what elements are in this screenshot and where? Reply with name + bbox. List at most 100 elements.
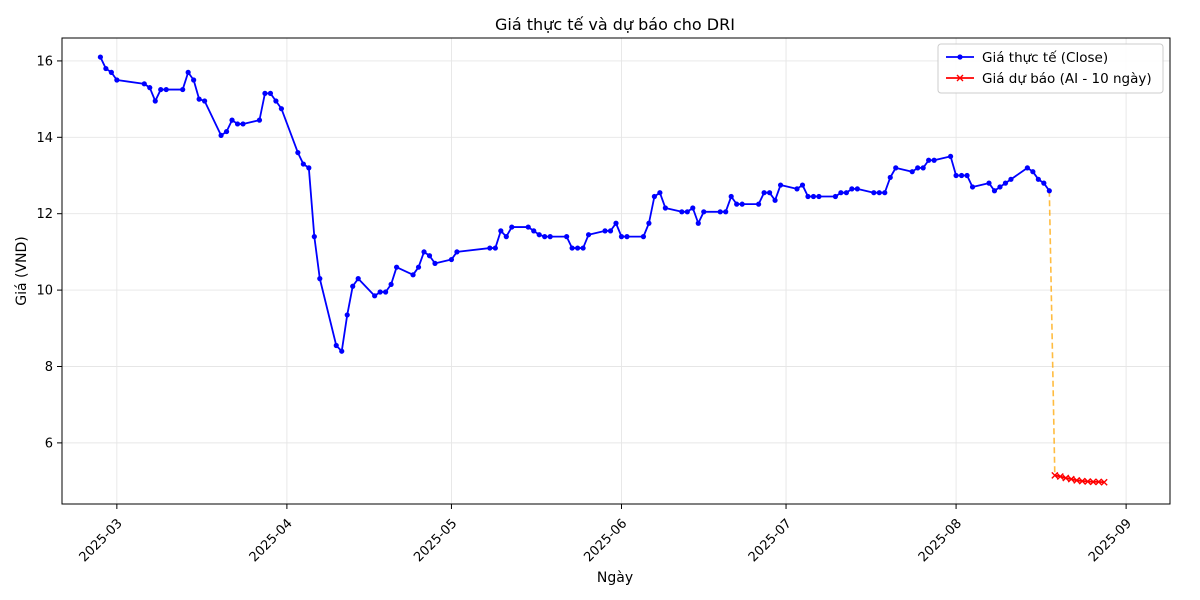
actual-price-point <box>734 201 740 207</box>
actual-price-point <box>432 260 438 266</box>
legend-box <box>937 43 1164 94</box>
actual-price-point <box>147 85 153 91</box>
forecast-price-point <box>1073 476 1081 484</box>
actual-price-point <box>969 184 976 190</box>
actual-price-point <box>723 209 729 215</box>
actual-price-point <box>377 289 383 295</box>
actual-price-point <box>926 157 932 163</box>
actual-price-point <box>1035 176 1041 182</box>
actual-price-point <box>871 190 877 196</box>
actual-price-point <box>887 174 893 181</box>
actual-price-point <box>816 193 822 200</box>
actual-price-point <box>986 180 992 186</box>
chart-title: Giá thực tế và dự báo cho DRI <box>495 15 735 34</box>
actual-price-point <box>234 121 241 127</box>
actual-price-point <box>679 209 685 215</box>
actual-price-point <box>799 182 806 188</box>
actual-price-point <box>564 234 570 240</box>
actual-price-point <box>311 234 317 240</box>
actual-price-point <box>300 161 306 167</box>
forecast-price-point <box>1095 478 1103 486</box>
actual-price-point <box>295 149 301 156</box>
actual-price-point <box>114 77 120 83</box>
actual-price-point <box>701 209 707 215</box>
forecast-price-point <box>1078 477 1086 485</box>
y-tick-label: 10 <box>36 284 53 299</box>
actual-price-point <box>547 234 553 240</box>
y-tick-label: 6 <box>45 436 53 451</box>
actual-price-point <box>805 193 811 200</box>
grid <box>62 38 1170 504</box>
actual-price-point <box>728 193 734 200</box>
actual-price-point <box>613 220 619 226</box>
forecast-price-point <box>1067 475 1075 483</box>
forecast-price-point <box>1100 478 1108 486</box>
actual-price-point <box>525 224 531 230</box>
actual-price-point <box>503 234 509 240</box>
actual-price-point <box>854 186 860 192</box>
y-axis-label: Giá (VND) <box>14 236 30 306</box>
actual-price-point <box>218 132 224 139</box>
actual-price-point <box>180 86 186 93</box>
actual-price-point <box>756 201 762 207</box>
actual-price-point <box>777 182 784 188</box>
actual-price-point <box>766 190 773 196</box>
actual-price-point <box>607 228 614 234</box>
actual-price-point <box>794 186 800 192</box>
actual-price-point <box>1002 180 1009 186</box>
legend: Giá thực tế (Close) Giá dự báo (AI - 10 … <box>937 43 1164 94</box>
actual-price-point <box>882 190 888 196</box>
actual-price-point <box>498 228 504 234</box>
forecast-price-point <box>1084 477 1092 485</box>
actual-price-point <box>920 165 926 171</box>
actual-price-point <box>426 253 433 259</box>
actual-price-point <box>542 234 548 240</box>
actual-price-point <box>1008 176 1014 182</box>
actual-price-point <box>223 128 230 135</box>
actual-price-point <box>843 190 849 196</box>
actual-price-point <box>947 153 954 160</box>
actual-price-point <box>832 193 839 200</box>
actual-price-point <box>344 312 350 318</box>
actual-price-point <box>273 98 279 104</box>
actual-price-point <box>448 256 455 263</box>
actual-price-point <box>618 234 625 240</box>
actual-price-point <box>383 289 389 295</box>
actual-price-point <box>662 205 668 211</box>
actual-price-point <box>415 264 422 270</box>
actual-price-point <box>646 220 652 226</box>
actual-price-point <box>185 69 191 75</box>
actual-price-point <box>240 121 246 127</box>
y-axis: 6 8 10 12 14 16 <box>36 54 62 451</box>
actual-price-point <box>339 348 345 354</box>
forecast-price-point <box>1051 471 1059 479</box>
actual-price-point <box>657 190 663 196</box>
legend-label-forecast: Giá dự báo (AI - 10 ngày) <box>982 71 1152 87</box>
actual-price-point <box>141 81 147 87</box>
forecast-price-point <box>1062 474 1070 482</box>
actual-price-point <box>585 232 592 238</box>
actual-price-point <box>575 245 581 251</box>
actual-price-point <box>421 249 427 255</box>
x-axis-label: Ngày <box>597 570 633 586</box>
actual-price-point <box>602 228 608 234</box>
y-tick-label: 14 <box>36 131 53 146</box>
actual-price-point <box>991 188 998 194</box>
actual-price-point <box>849 186 855 192</box>
actual-price-point <box>103 65 109 72</box>
actual-price-point <box>191 77 197 83</box>
actual-price-point <box>454 249 460 255</box>
legend-marker-forecast <box>956 74 964 82</box>
actual-price-point <box>569 245 575 251</box>
forecast-price-line <box>1054 474 1105 484</box>
actual-price-point <box>580 245 586 251</box>
actual-price-point <box>893 165 899 171</box>
actual-price-point <box>651 193 657 200</box>
actual-price-point <box>350 283 356 289</box>
actual-price-point <box>388 281 394 287</box>
series-layer <box>97 54 1108 486</box>
actual-price-point <box>772 197 778 203</box>
actual-price-point <box>931 157 937 163</box>
actual-price-point <box>1024 165 1030 171</box>
